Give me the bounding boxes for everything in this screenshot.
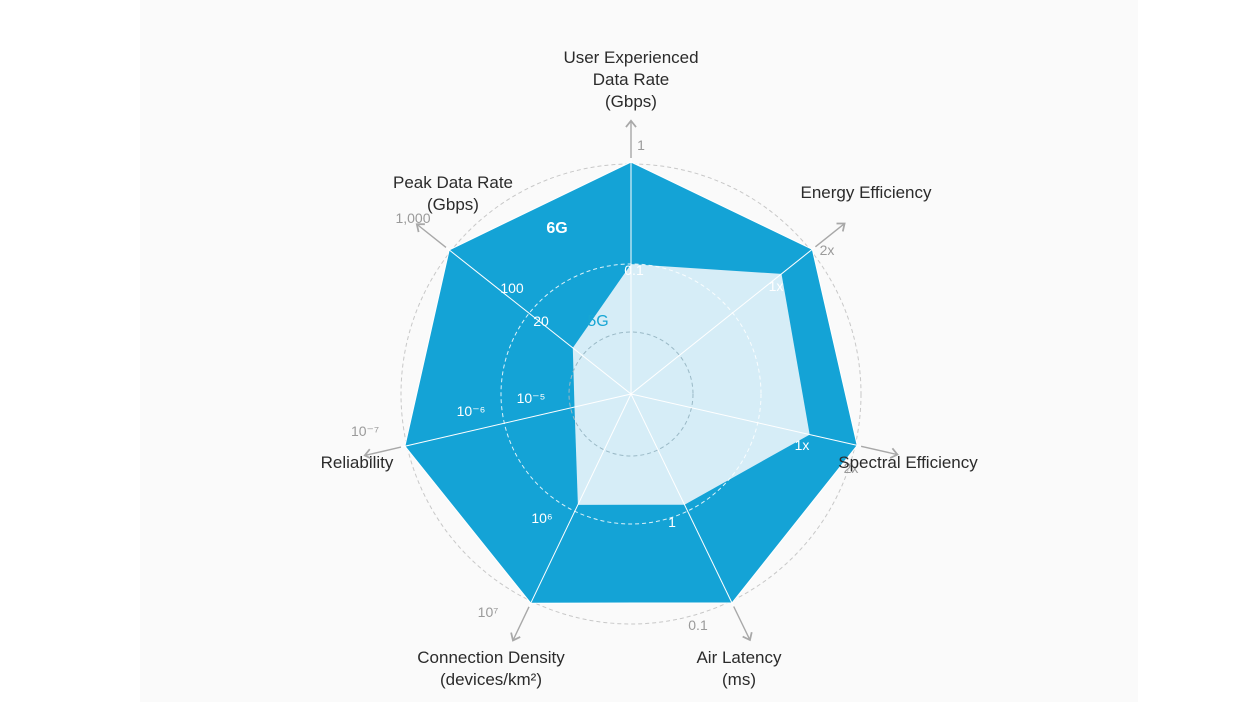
chart-canvas: 1 0.1 User Experienced Data Rate (Gbps) 2x 1x E… [140, 0, 1138, 702]
axis-label-energy: Energy Efficiency [800, 183, 932, 202]
tick-outer-latency: 0.1 [688, 617, 708, 633]
axis-label-line: Data Rate [593, 70, 670, 89]
axis-arrow-energy [814, 222, 846, 248]
axis-arrow-latency [733, 606, 753, 642]
axis-label-line: (Gbps) [605, 92, 657, 111]
axis-label-line: (devices/km²) [440, 670, 542, 689]
axis-label-line: Peak Data Rate [393, 173, 513, 192]
tick-outer-spectral: 2x [844, 460, 859, 476]
series-label-6g: 6G [546, 220, 567, 237]
axis-spoke-spectral [630, 393, 862, 447]
axis-label-line: Spectral Efficiency [838, 453, 978, 472]
tick-5g-latency: 1 [668, 514, 676, 530]
tick-outer-reliability: 10⁻⁷ [351, 423, 379, 439]
tick-6g-reliability: 10⁻⁶ [457, 403, 486, 419]
axis-label-reliability: Reliability [321, 453, 394, 472]
axis-spoke-reliability [400, 393, 632, 448]
axis-label-line: Air Latency [696, 648, 782, 667]
tick-outer-user_rate: 1 [637, 137, 645, 153]
tick-outer-peak: 1,000 [395, 210, 430, 226]
axis-spoke-energy [630, 246, 816, 395]
tick-5g-density: 10⁶ [531, 510, 552, 526]
axis-label-line: (ms) [722, 670, 756, 689]
tick-5g-reliability: 10⁻⁵ [517, 390, 546, 406]
axis-label-line: Connection Density [417, 648, 565, 667]
grid-ring-inner [568, 331, 694, 457]
axis-label-spectral: Spectral Efficiency [838, 453, 978, 472]
axis-label-line: Reliability [321, 453, 394, 472]
axis-label-line: User Experienced [563, 48, 698, 67]
axis-spoke-density [528, 393, 632, 608]
axis-label-user_rate: User Experienced Data Rate (Gbps) [563, 48, 698, 111]
tick-5g-energy: 1x [769, 278, 784, 294]
tick-5g-spectral: 1x [795, 437, 810, 453]
axis-spoke-peak [445, 247, 632, 395]
tick-outer-energy: 2x [820, 242, 835, 258]
axis-arrow-spectral [860, 445, 899, 459]
tick-6g-peak: 100 [500, 280, 524, 296]
axis-label-line: (Gbps) [427, 195, 479, 214]
axis-arrow-reliability [363, 446, 402, 460]
tick-5g-peak: 20 [533, 313, 549, 329]
grid-ring-outer [400, 163, 862, 625]
axis-label-line: Energy Efficiency [800, 183, 932, 202]
axis-label-latency: Air Latency (ms) [696, 648, 782, 689]
radar-chart: 1 0.1 User Experienced Data Rate (Gbps) 2x 1x E… [321, 48, 979, 689]
axis-label-peak: Peak Data Rate (Gbps) [393, 173, 513, 214]
axis-label-density: Connection Density (devices/km²) [417, 648, 565, 689]
axis-spoke-latency [630, 393, 735, 607]
axis-arrow-density [510, 606, 530, 642]
tick-5g-user_rate: 0.1 [624, 262, 644, 278]
tick-outer-density: 10⁷ [478, 604, 499, 620]
axis-arrow-peak [415, 223, 447, 248]
series-label-5g: 5G [587, 313, 608, 330]
